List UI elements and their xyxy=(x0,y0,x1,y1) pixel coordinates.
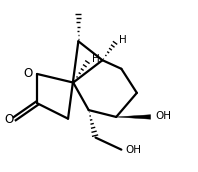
Polygon shape xyxy=(116,115,151,119)
Text: H: H xyxy=(119,35,127,45)
Text: H: H xyxy=(92,54,100,64)
Text: O: O xyxy=(5,113,14,126)
Text: OH: OH xyxy=(125,145,141,155)
Text: O: O xyxy=(23,67,32,80)
Text: OH: OH xyxy=(155,111,171,121)
